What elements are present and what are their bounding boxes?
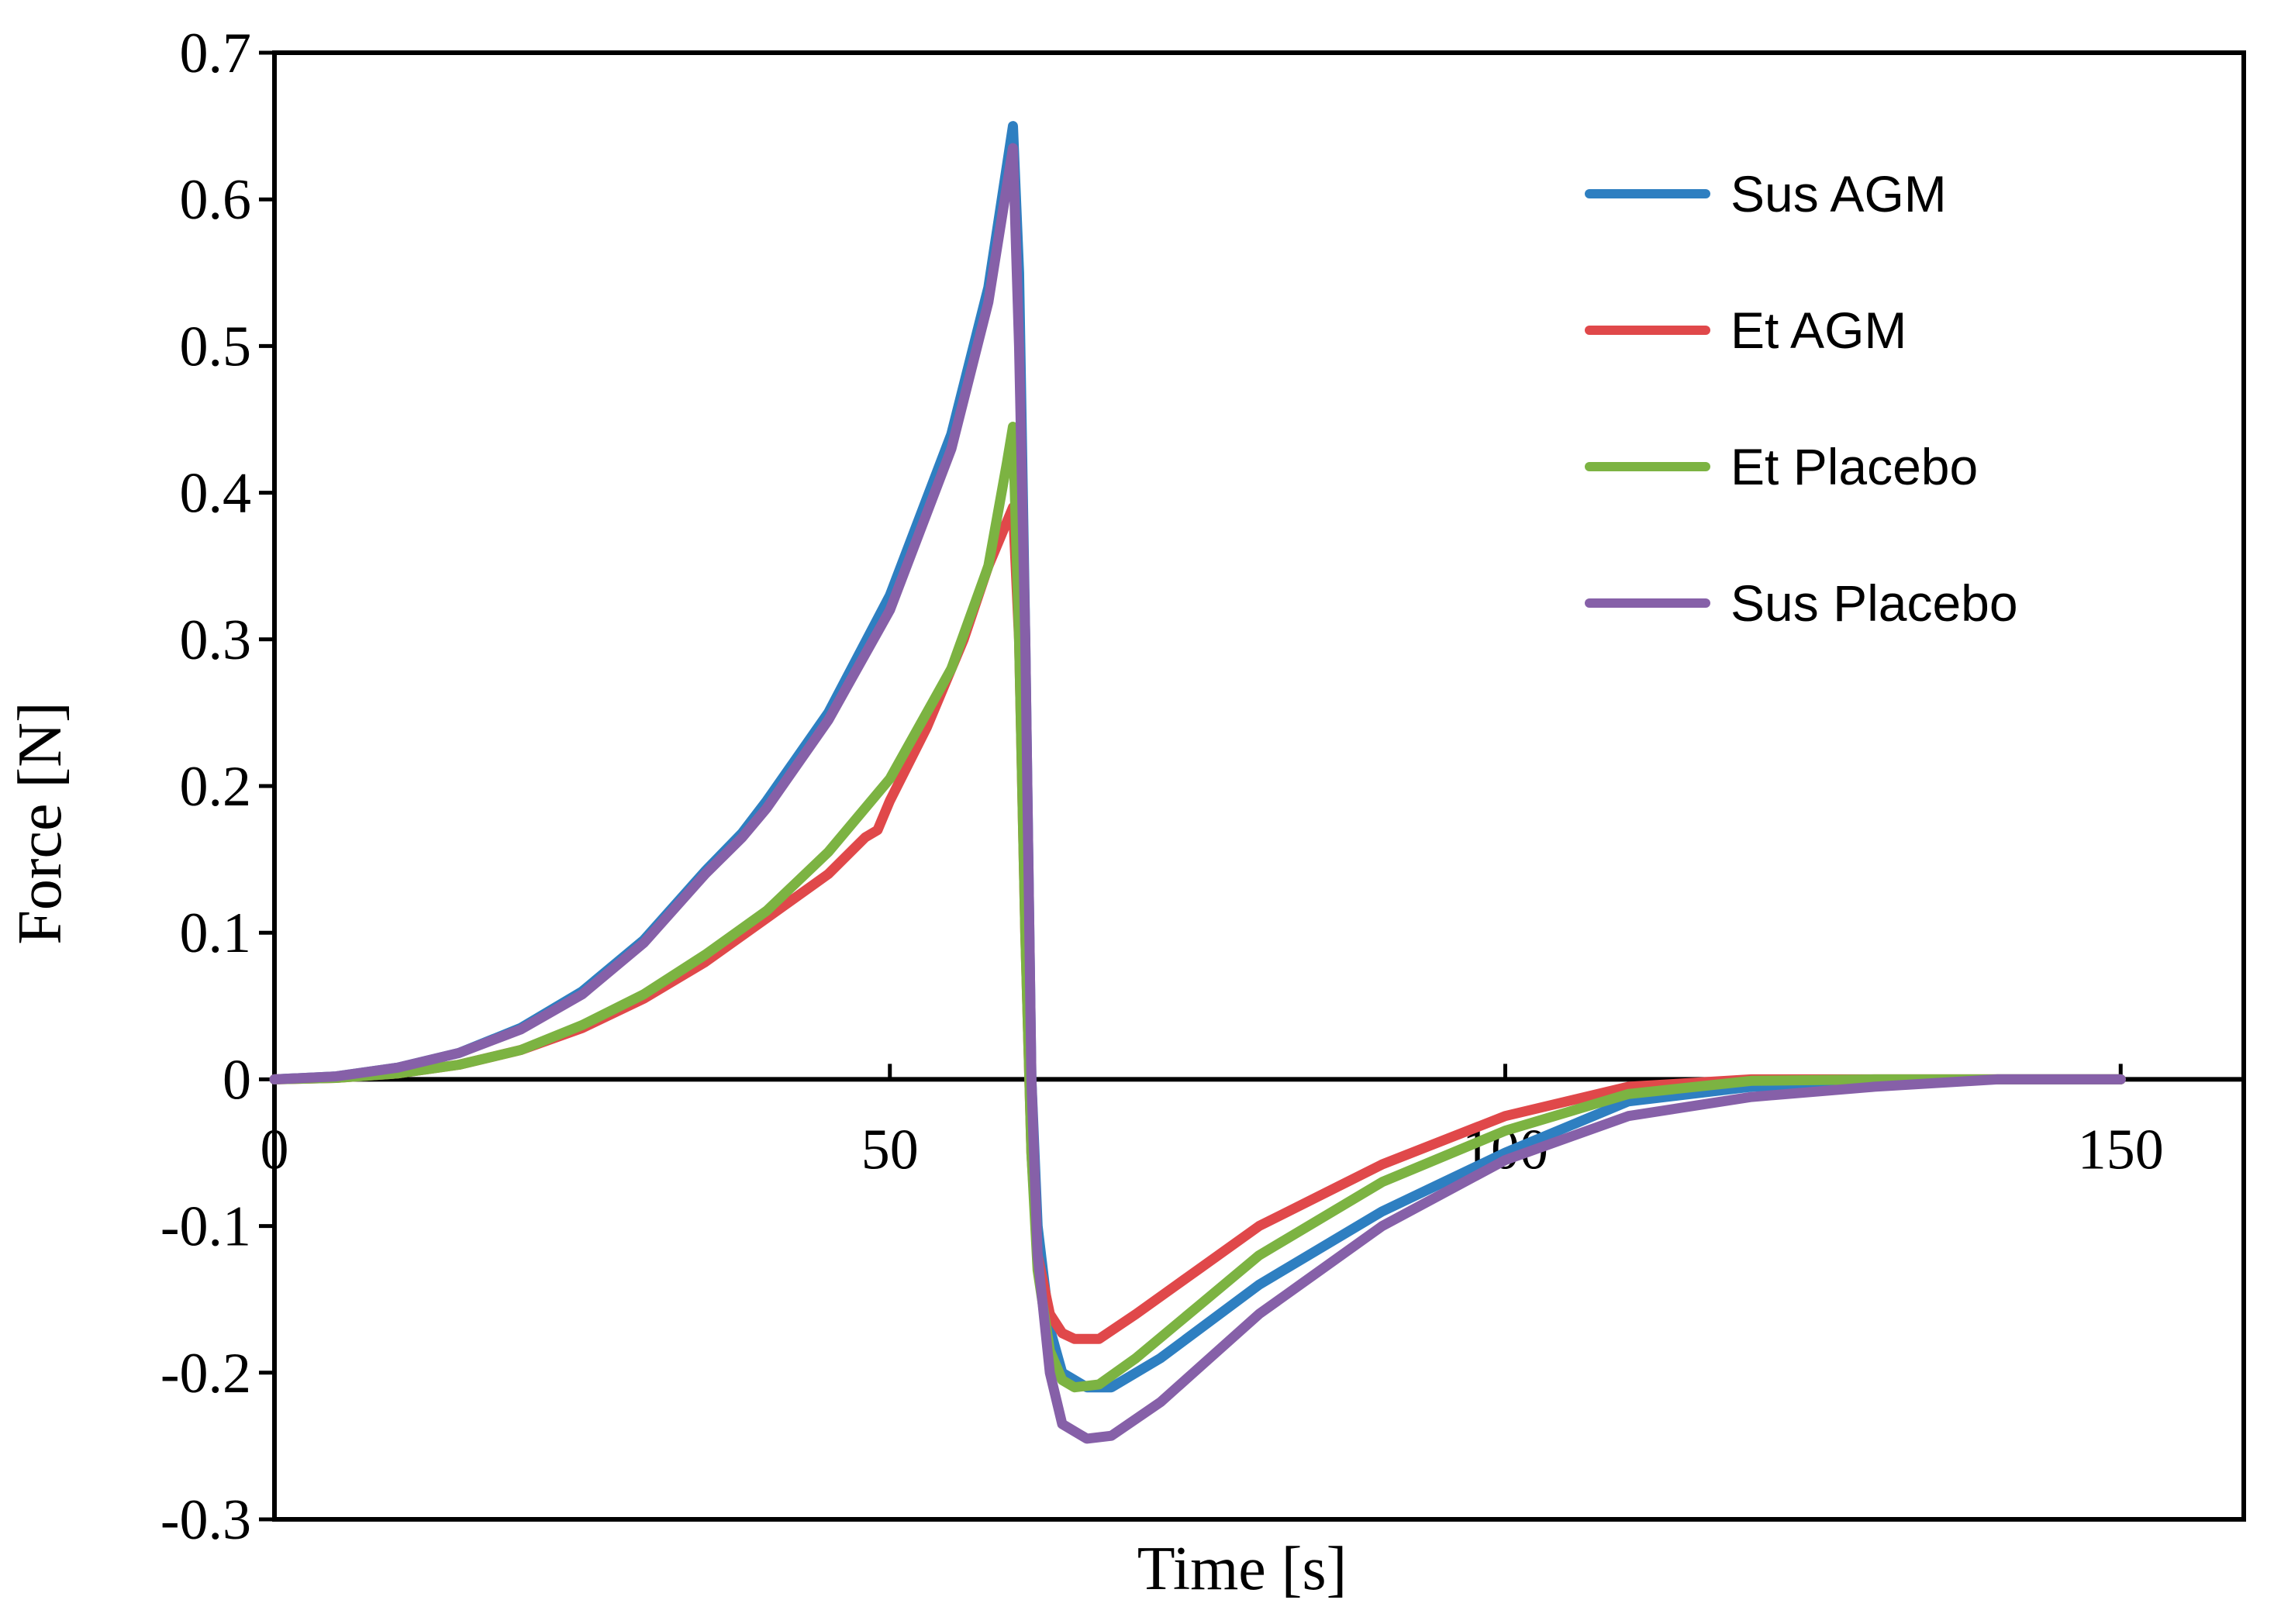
legend: Sus AGM Et AGM Et Placebo Sus Placebo	[1585, 165, 2018, 632]
y-tick-label: 0.2	[180, 755, 252, 819]
x-tick-label: 150	[2078, 1118, 2164, 1181]
y-tick-label: 0	[223, 1048, 251, 1112]
y-tick-label: 0.5	[180, 315, 252, 378]
y-tick-label: -0.2	[160, 1342, 251, 1405]
legend-label-et-placebo: Et Placebo	[1731, 438, 1978, 495]
legend-label-et-agm: Et AGM	[1731, 302, 1907, 359]
x-axis-title: Time [s]	[1137, 1535, 1347, 1603]
y-axis: 0.7 0.6 0.5 0.4 0.3 0.2 0.1 0 -0.1 -0.2 -0.3	[160, 22, 274, 1552]
series-layer	[269, 121, 2126, 1444]
y-tick-label: 0.3	[180, 609, 252, 672]
legend-label-sus-placebo: Sus Placebo	[1731, 574, 2018, 632]
y-tick-label: 0.7	[180, 22, 252, 85]
y-tick-label: 0.4	[180, 462, 252, 526]
y-tick-label: -0.3	[160, 1488, 251, 1552]
x-tick-label: 0	[261, 1118, 289, 1181]
y-tick-label: 0.1	[180, 902, 252, 965]
y-tick-label: 0.6	[180, 168, 252, 232]
legend-label-sus-agm: Sus AGM	[1731, 165, 1947, 222]
y-tick-label: -0.1	[160, 1195, 251, 1259]
y-axis-title: Force [N]	[6, 702, 74, 944]
series-line-sus-placebo	[269, 143, 2126, 1444]
x-tick-label: 50	[861, 1118, 919, 1181]
